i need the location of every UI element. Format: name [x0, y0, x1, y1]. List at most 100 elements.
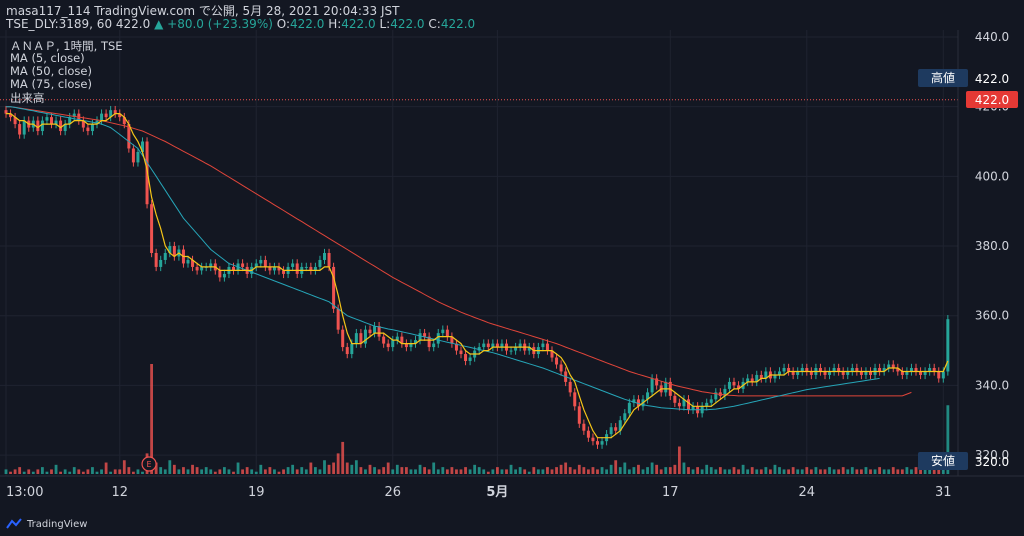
- volume-bar: [327, 464, 331, 474]
- volume-bar: [646, 467, 649, 474]
- candle-body: [409, 343, 413, 348]
- symbol-label[interactable]: TSE_DLY:3189, 60: [6, 17, 113, 31]
- volume-bar: [614, 460, 618, 474]
- volume-bar: [536, 469, 540, 474]
- candle-body: [750, 378, 754, 382]
- volume-bar: [245, 467, 249, 474]
- legend-ma75[interactable]: MA (75, close): [10, 77, 92, 91]
- candle-body: [650, 378, 654, 393]
- volume-bar: [100, 469, 103, 474]
- volume-bar: [159, 467, 163, 474]
- open-label: O:: [276, 17, 291, 31]
- x-tick-label: 24: [799, 485, 816, 500]
- volume-bar: [755, 469, 759, 474]
- volume-bar: [573, 469, 577, 474]
- volume-bar: [609, 464, 613, 474]
- volume-bar: [587, 469, 590, 474]
- volume-bar: [268, 467, 272, 474]
- volume-bar: [773, 464, 777, 474]
- volume-bar: [163, 469, 167, 474]
- volume-bar: [632, 467, 636, 474]
- volume-bar: [477, 467, 481, 474]
- candle-body: [928, 367, 932, 372]
- volume-bar: [31, 471, 35, 474]
- candle-body: [518, 343, 522, 348]
- close-label: C:: [428, 17, 441, 31]
- legend-symbol[interactable]: ＡＮＡＰ, 1時間, TSE: [10, 39, 123, 53]
- ma75-line: [6, 106, 912, 397]
- volume-bar: [27, 469, 31, 474]
- volume-bar: [236, 462, 240, 474]
- volume-bar: [118, 469, 122, 474]
- candle-body: [555, 357, 559, 365]
- volume-bar: [555, 467, 558, 474]
- volume-bar: [778, 467, 781, 474]
- candle-body: [609, 427, 613, 435]
- candle-body: [131, 148, 135, 163]
- candle-body: [172, 246, 176, 257]
- candle-body: [391, 340, 395, 348]
- volume-bar: [887, 469, 891, 474]
- candle-body: [869, 371, 872, 375]
- candle-body: [541, 343, 545, 348]
- candle-body: [282, 270, 286, 274]
- candle-body: [4, 110, 8, 114]
- volume-bar: [782, 469, 786, 474]
- ma5-line: [6, 113, 949, 439]
- candle-body: [63, 124, 67, 132]
- legend-ma50[interactable]: MA (50, close): [10, 64, 92, 78]
- candle-body: [382, 336, 386, 344]
- volume-bar: [741, 464, 745, 474]
- volume-bar: [104, 462, 108, 474]
- volume-bar: [386, 462, 390, 474]
- volume-bar: [550, 469, 554, 474]
- volume-bar: [359, 467, 363, 474]
- candle-body: [464, 354, 468, 362]
- volume-bar: [800, 469, 804, 474]
- legend-ma5[interactable]: MA (5, close): [10, 51, 85, 65]
- volume-bar: [541, 469, 545, 474]
- volume-bar: [209, 469, 213, 474]
- volume-bars: [4, 364, 950, 474]
- volume-bar: [314, 467, 317, 474]
- tradingview-brand[interactable]: TradingView: [6, 518, 87, 530]
- volume-bar: [568, 467, 572, 474]
- ma50-line: [6, 106, 880, 411]
- candle-body: [846, 371, 850, 375]
- candle-body: [582, 423, 586, 431]
- volume-bar: [323, 460, 326, 474]
- volume-bar: [464, 467, 467, 474]
- candle-body: [327, 253, 331, 267]
- volume-bar: [391, 469, 395, 474]
- volume-bar: [855, 469, 859, 474]
- volume-bar: [787, 469, 790, 474]
- candle-body: [450, 336, 454, 344]
- volume-bar: [273, 469, 276, 474]
- volume-bar: [668, 467, 672, 474]
- volume-bar: [68, 471, 72, 474]
- volume-bar: [309, 462, 313, 474]
- volume-bar: [814, 467, 818, 474]
- legend-volume[interactable]: 出来高: [10, 91, 45, 105]
- candle-body: [828, 371, 832, 375]
- volume-bar: [759, 469, 763, 474]
- volume-bar: [700, 469, 704, 474]
- candle-body: [304, 266, 308, 268]
- volume-bar: [696, 467, 699, 474]
- candle-body: [241, 263, 245, 267]
- candle-body: [787, 367, 791, 372]
- volume-bar: [714, 469, 718, 474]
- volume-bar: [336, 453, 340, 474]
- volume-bar: [341, 441, 345, 474]
- volume-bar: [923, 469, 927, 474]
- volume-bar: [345, 462, 349, 474]
- candle-body: [318, 259, 322, 267]
- time-axis[interactable]: 13:00 12 19 26 5月 17 24 31: [6, 485, 952, 500]
- volume-bar: [928, 467, 932, 474]
- candle-body: [623, 413, 627, 421]
- volume-bar: [678, 446, 681, 474]
- candle-body: [341, 329, 345, 348]
- candle-body: [759, 374, 763, 379]
- candle-body: [423, 333, 427, 337]
- volume-bar: [769, 469, 772, 474]
